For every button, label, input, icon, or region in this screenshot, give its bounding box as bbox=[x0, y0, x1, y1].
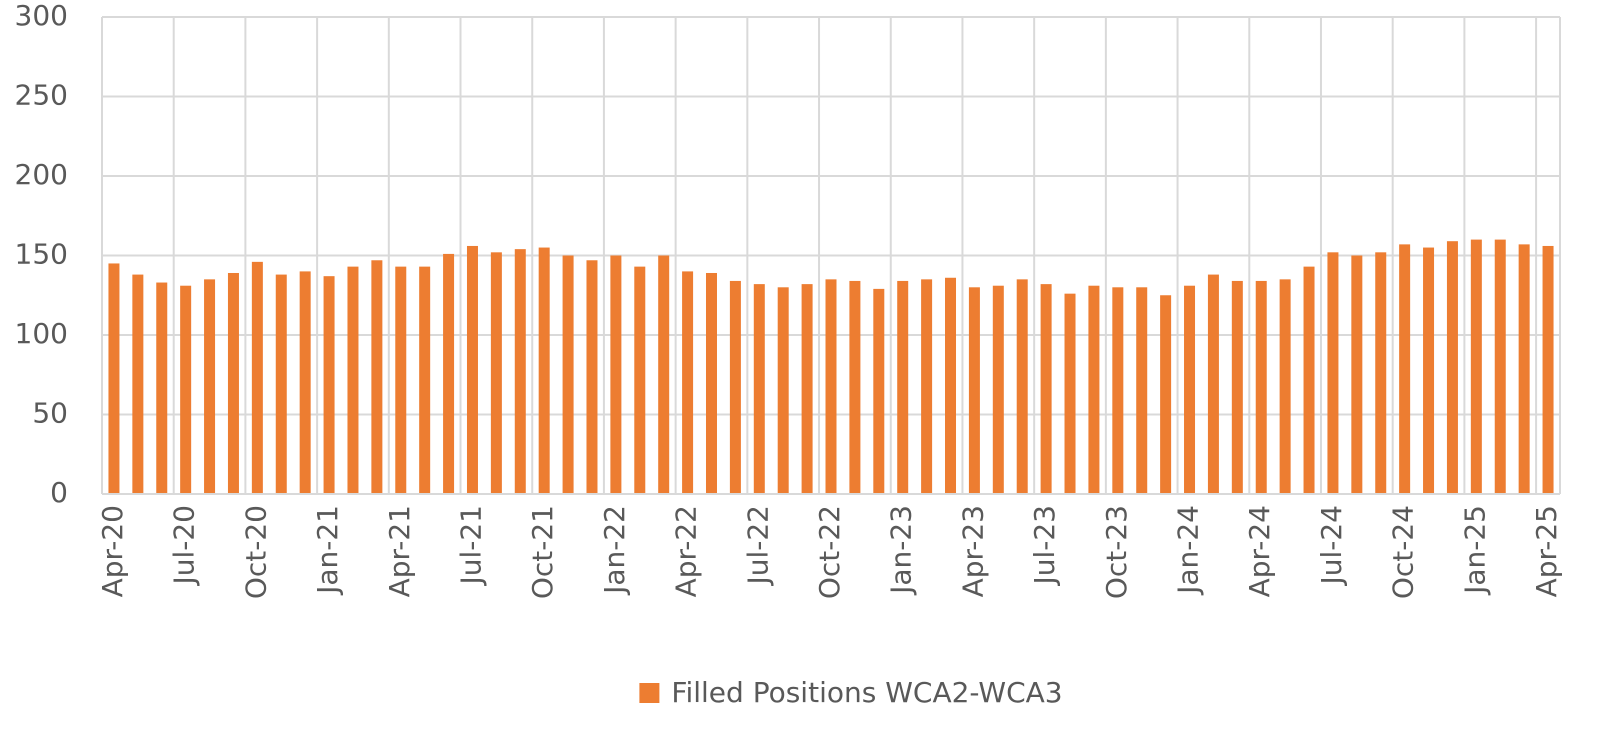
bar bbox=[825, 279, 837, 494]
x-tick-label: Oct-22 bbox=[813, 505, 846, 599]
bar bbox=[132, 274, 144, 494]
bar bbox=[395, 266, 407, 494]
bar bbox=[897, 280, 909, 494]
bar bbox=[1470, 239, 1482, 494]
bar bbox=[1351, 255, 1363, 494]
bar bbox=[1016, 279, 1028, 494]
y-tick-label: 50 bbox=[32, 397, 68, 430]
y-tick-label: 200 bbox=[15, 158, 68, 191]
bar bbox=[490, 252, 502, 494]
x-tick-label: Oct-24 bbox=[1387, 505, 1420, 599]
y-tick-label: 250 bbox=[15, 79, 68, 112]
bar bbox=[634, 266, 646, 494]
bar bbox=[777, 287, 789, 494]
bar bbox=[849, 280, 861, 494]
x-tick-label: Apr-22 bbox=[670, 505, 703, 597]
bar bbox=[753, 284, 765, 494]
bar bbox=[108, 263, 120, 494]
y-tick-label: 150 bbox=[15, 238, 68, 271]
bar bbox=[1518, 244, 1530, 494]
y-tick-label: 0 bbox=[50, 476, 68, 509]
x-tick-label: Jul-20 bbox=[168, 505, 201, 587]
bar bbox=[610, 255, 622, 494]
y-tick-label: 100 bbox=[15, 317, 68, 350]
x-tick-label: Apr-20 bbox=[96, 505, 129, 597]
bar bbox=[1112, 287, 1124, 494]
bar bbox=[419, 266, 431, 494]
bar bbox=[275, 274, 287, 494]
bar bbox=[873, 288, 885, 494]
bar bbox=[538, 247, 550, 494]
bar bbox=[562, 255, 574, 494]
x-tick-label: Apr-25 bbox=[1530, 505, 1563, 597]
bar bbox=[682, 271, 694, 494]
x-tick-label: Jan-21 bbox=[311, 505, 344, 596]
x-tick-label: Jul-21 bbox=[454, 505, 487, 587]
bar bbox=[921, 279, 933, 494]
bar bbox=[1160, 295, 1172, 494]
bar bbox=[1136, 287, 1148, 494]
bar bbox=[1423, 247, 1435, 494]
x-tick-label: Jan-24 bbox=[1172, 505, 1205, 596]
bar bbox=[1399, 244, 1411, 494]
bar bbox=[1542, 245, 1554, 494]
bar bbox=[705, 272, 717, 494]
bar bbox=[347, 266, 359, 494]
y-tick-label: 300 bbox=[15, 0, 68, 32]
x-tick-label: Apr-24 bbox=[1243, 505, 1276, 597]
bar bbox=[945, 277, 957, 494]
bar bbox=[443, 253, 455, 494]
bar bbox=[968, 287, 980, 494]
x-tick-label: Jan-23 bbox=[885, 505, 918, 596]
x-tick-label: Jan-22 bbox=[598, 505, 631, 596]
bar bbox=[1446, 241, 1458, 494]
bar bbox=[156, 282, 168, 494]
bar bbox=[323, 276, 335, 494]
x-tick-label: Oct-21 bbox=[526, 505, 559, 599]
bar bbox=[1255, 280, 1267, 494]
legend: Filled Positions WCA2-WCA3 bbox=[639, 676, 1063, 709]
bar bbox=[1064, 293, 1076, 494]
bar bbox=[1184, 285, 1196, 494]
bar bbox=[299, 271, 311, 494]
bar bbox=[371, 260, 383, 494]
x-tick-label: Apr-23 bbox=[956, 505, 989, 597]
x-tick-label: Jan-25 bbox=[1458, 505, 1491, 596]
bar bbox=[586, 260, 598, 494]
bar bbox=[1279, 279, 1291, 494]
bar bbox=[1303, 266, 1315, 494]
bar bbox=[204, 279, 216, 494]
bar bbox=[658, 255, 670, 494]
bar bbox=[1207, 274, 1219, 494]
bar bbox=[1040, 284, 1052, 494]
bar bbox=[729, 280, 741, 494]
legend-swatch bbox=[639, 683, 660, 703]
bar bbox=[1494, 239, 1506, 494]
x-tick-label: Jul-23 bbox=[1028, 505, 1061, 587]
bar bbox=[992, 285, 1004, 494]
bar bbox=[180, 285, 192, 494]
bar bbox=[1088, 285, 1100, 494]
x-tick-label: Jul-24 bbox=[1315, 505, 1348, 587]
bar bbox=[1231, 280, 1243, 494]
bar bbox=[801, 284, 813, 494]
bar bbox=[514, 249, 526, 494]
bar bbox=[466, 245, 478, 494]
bar bbox=[1375, 252, 1387, 494]
x-tick-label: Oct-23 bbox=[1100, 505, 1133, 599]
x-tick-label: Oct-20 bbox=[239, 505, 272, 599]
bar bbox=[1327, 252, 1339, 494]
bar bbox=[251, 261, 263, 494]
legend-label: Filled Positions WCA2-WCA3 bbox=[671, 676, 1062, 709]
x-tick-label: Apr-21 bbox=[383, 505, 416, 597]
x-tick-label: Jul-22 bbox=[741, 505, 774, 587]
bar bbox=[227, 272, 239, 494]
